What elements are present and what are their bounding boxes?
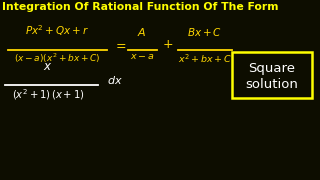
Text: $A$: $A$ — [137, 26, 147, 38]
Text: $(x^2+1)\,(x+1)$: $(x^2+1)\,(x+1)$ — [12, 87, 84, 102]
Text: $(x-a)(x^2+bx+C)$: $(x-a)(x^2+bx+C)$ — [14, 52, 100, 65]
Text: Integration Of Rational Function Of The Form: Integration Of Rational Function Of The … — [2, 2, 278, 12]
Bar — [232, 52, 312, 98]
Text: $x-a$: $x-a$ — [130, 52, 154, 61]
Text: $x^2+bx+C$: $x^2+bx+C$ — [178, 52, 232, 65]
Text: $dx$: $dx$ — [107, 74, 123, 86]
Text: $Bx+C$: $Bx+C$ — [188, 26, 223, 38]
Text: $x$: $x$ — [43, 60, 53, 73]
Text: solution: solution — [245, 78, 299, 91]
Text: $Px^2+Qx+r$: $Px^2+Qx+r$ — [25, 23, 89, 38]
Text: Square: Square — [249, 62, 295, 75]
Text: $=$: $=$ — [113, 39, 127, 51]
Text: $+$: $+$ — [162, 39, 174, 51]
